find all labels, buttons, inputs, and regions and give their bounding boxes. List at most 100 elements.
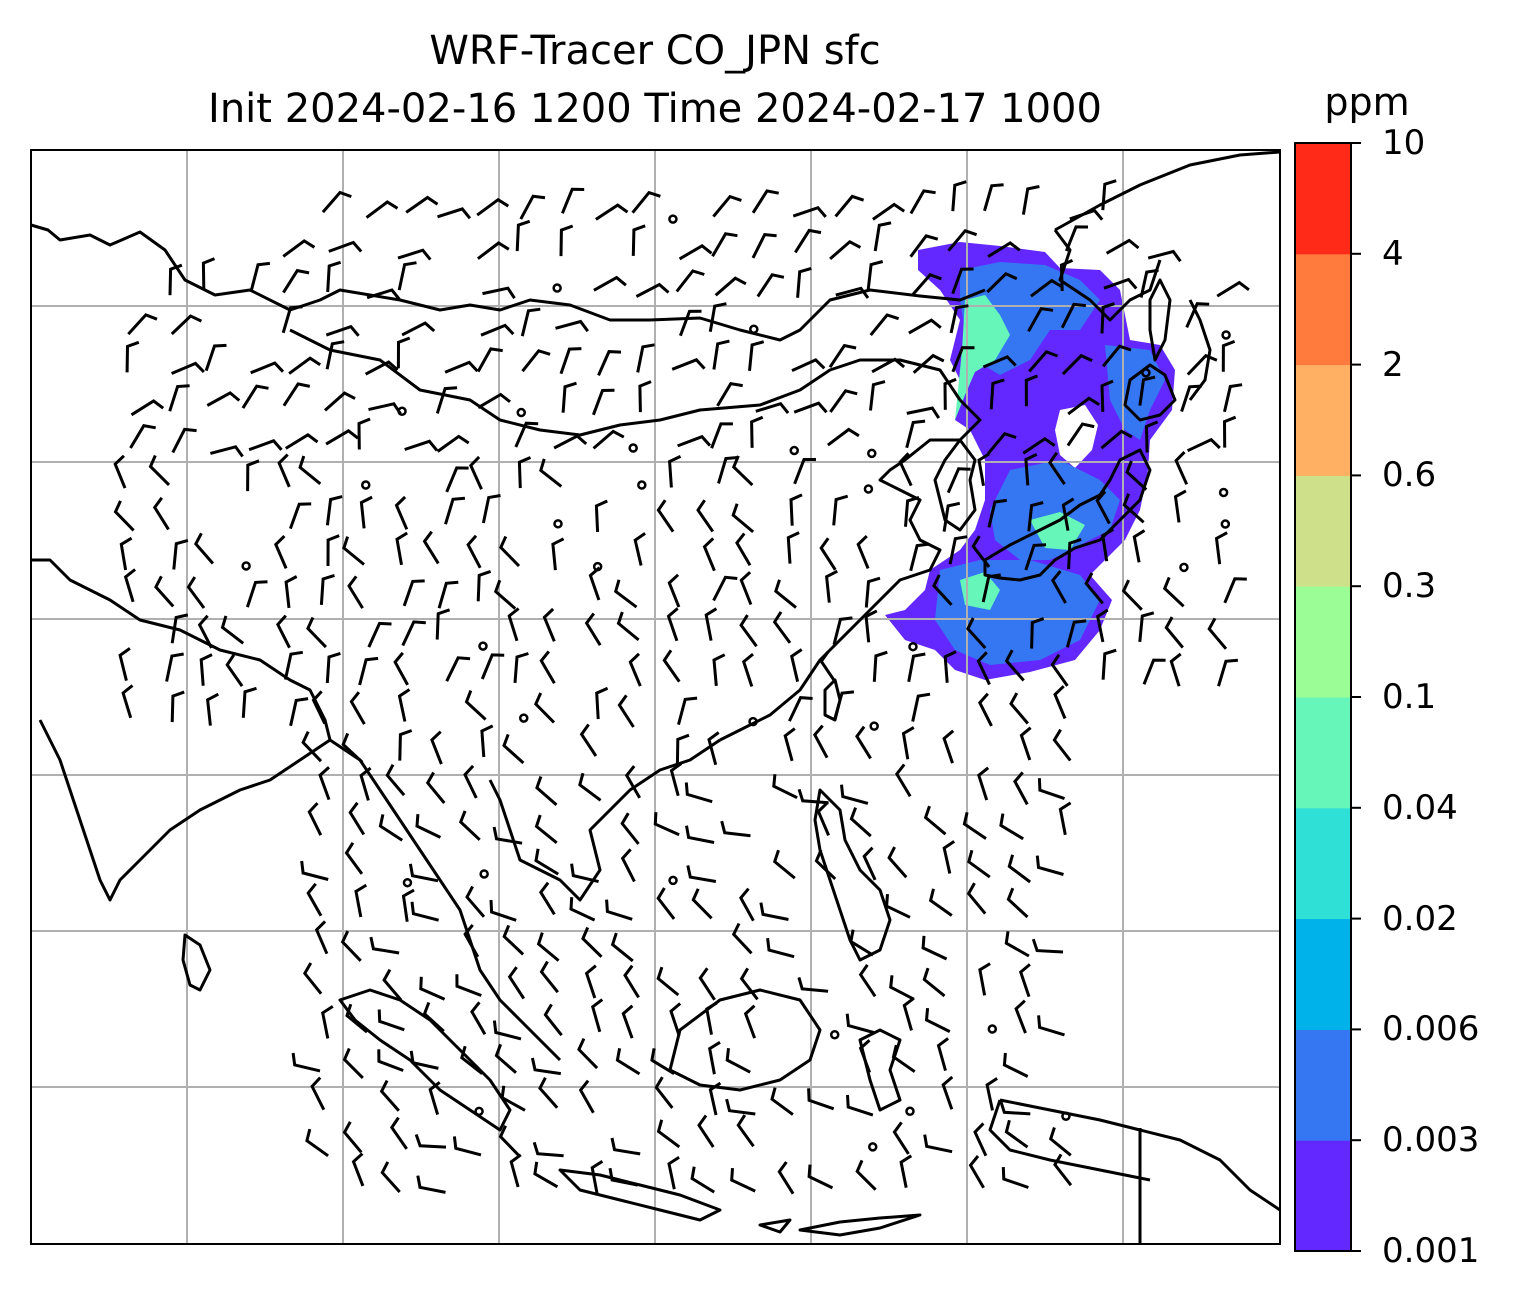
calm-wind-marker [748,716,758,727]
wind-barb [936,1037,949,1072]
wind-barb [654,1076,674,1109]
wind-barb [542,607,556,642]
wind-barb [835,286,870,299]
wind-barb [1105,238,1140,255]
wind-barb [973,1122,988,1157]
wind-barb [702,537,716,572]
wind-barb [357,417,371,450]
coast-borneo [668,988,822,1092]
wind-barb [578,1079,595,1114]
wind-barb [225,653,244,687]
calm-wind-marker [1221,330,1231,340]
wind-barb [410,901,439,922]
wind-barb [1027,307,1054,333]
coast-russia-north [31,223,986,342]
coast-sulawesi [858,1028,902,1112]
wind-barb [736,1114,755,1148]
wind-barb [393,651,409,686]
wind-barb [514,421,539,448]
colorbar-segment [1295,1029,1351,1141]
wind-barb [828,343,857,369]
wind-barb [946,467,971,494]
coast-okhotsk [1054,150,1280,232]
wind-barb [1173,489,1187,523]
wind-barb [395,531,408,566]
wind-barb [653,812,680,837]
colorbar-segment [1295,475,1351,587]
wind-barb [305,1128,329,1158]
wind-barb [416,1175,446,1194]
wind-barb [1060,302,1087,329]
calm-wind-marker [1179,562,1189,573]
wind-barb [480,323,515,337]
wind-barb [245,580,268,608]
wind-barb [1095,490,1111,525]
wind-barb [250,361,285,375]
wind-barb [739,967,759,1001]
wind-barb [561,187,585,214]
calm-wind-marker [1061,1111,1071,1121]
wind-barb [911,273,942,296]
wind-barb [858,1039,872,1074]
wind-barb [999,1100,1031,1116]
wind-barb [755,401,790,415]
wind-barb [638,380,652,413]
wind-barb [321,1005,334,1039]
wind-barb [328,240,363,253]
wind-barb [154,575,175,608]
coast-india [31,558,332,902]
wind-barb [559,347,582,375]
wind-barb [846,1094,874,1117]
colorbar-tick-label: 2 [1382,344,1404,385]
wind-barb [401,620,426,647]
calm-wind-marker [905,1106,915,1117]
wind-barb [1144,420,1159,453]
calm-wind-marker [553,519,563,529]
wind-barb [1174,451,1189,485]
wind-barb [1030,617,1045,649]
wind-barb [708,302,727,332]
colorbar [1294,142,1361,1252]
wind-barb [1222,415,1237,448]
calm-wind-marker [668,214,678,224]
wind-barb [730,1168,756,1193]
wind-barb [288,356,322,375]
wind-barb [129,424,156,449]
wind-barb [1223,577,1247,604]
wind-barb [409,1050,439,1070]
wind-barb [425,771,446,804]
wind-barb [977,452,990,486]
wind-barb [1138,375,1156,406]
wind-barb [620,812,640,845]
coast-mongolia-border [289,328,962,437]
wind-barb [1186,353,1218,376]
wind-barb [344,841,364,875]
wind-barb [480,653,505,680]
wind-barb [1101,528,1115,562]
calm-wind-marker [474,1106,484,1117]
wind-barb [325,324,360,337]
colorbar-tick-label: 0.1 [1382,677,1437,717]
wind-barb [584,964,597,999]
wind-barb [321,190,352,214]
colorbar-tick-label: 0.3 [1382,566,1437,607]
wind-barb [1084,572,1104,605]
wind-barb [1058,801,1072,836]
wind-barb [482,286,516,300]
wind-barb [789,493,803,526]
calm-wind-marker [402,877,413,888]
colorbar-segment [1295,253,1351,366]
wind-barb [326,260,342,293]
wind-barb [348,801,366,836]
wind-barb [1050,570,1067,604]
wind-barb [379,1079,400,1112]
wind-barb [1067,396,1100,416]
wind-barb [656,966,680,997]
wind-barb [628,652,642,687]
wind-barb [326,534,340,567]
coast-indochina [329,738,721,1062]
wind-barb [170,690,185,723]
wind-barb [1059,259,1074,292]
wind-barb [617,694,635,728]
wind-barb [1061,497,1075,531]
